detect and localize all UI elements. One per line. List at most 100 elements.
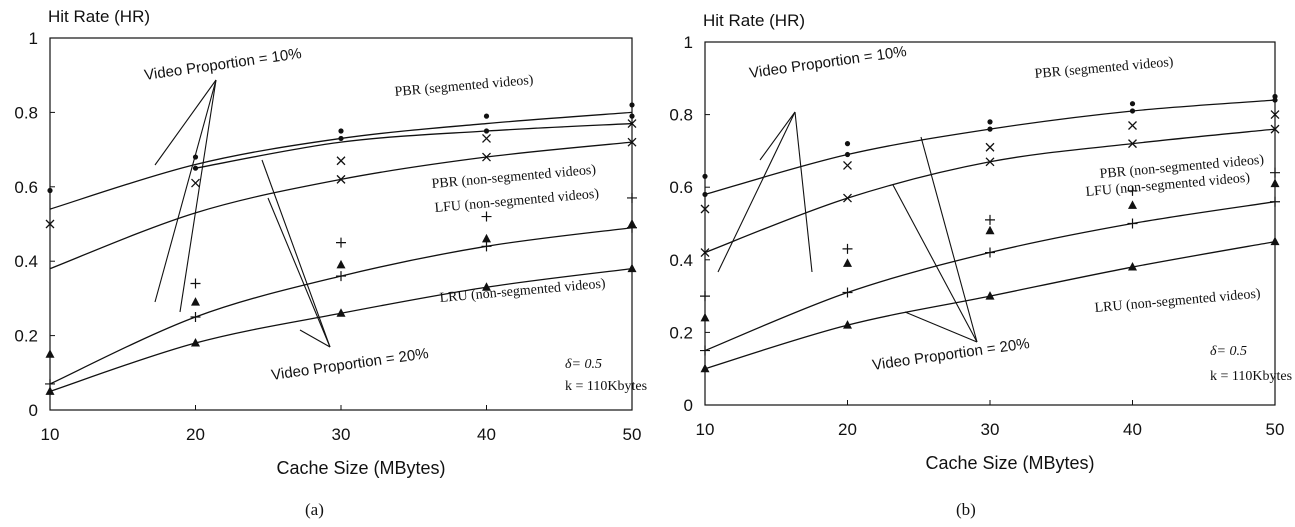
point-plus [481, 241, 492, 252]
point-plus [700, 291, 710, 302]
y-tick-label: 0.6 [669, 178, 693, 197]
point-x [1128, 139, 1137, 149]
point-dot [1272, 93, 1278, 100]
annotation-delta: δ= 0.5 [565, 357, 602, 372]
point-x [191, 178, 200, 188]
point-x [627, 119, 637, 129]
point-x [627, 137, 637, 147]
point-x [336, 156, 346, 166]
annotation-delta: δ= 0.5 [1210, 344, 1247, 359]
point-plus [627, 192, 637, 203]
point-triangle [700, 312, 710, 322]
y-axis-title: Hit Rate (HR) [703, 11, 805, 30]
point-dot [483, 113, 490, 119]
series-label: LFU (non-segmented videos) [434, 187, 600, 216]
point-x [985, 157, 995, 167]
series-label: PBR (segmented videos) [1034, 55, 1174, 82]
point-plus [190, 312, 201, 322]
point-triangle [45, 349, 55, 358]
point-plus [1270, 196, 1280, 207]
annotation-leader [920, 136, 978, 343]
x-tick-label: 50 [623, 425, 642, 444]
point-x [482, 152, 491, 162]
x-tick-label: 50 [1266, 420, 1285, 439]
point-x [700, 248, 710, 257]
x-axis-title: Cache Size (MBytes) [925, 453, 1094, 473]
annotation-leader [154, 79, 217, 166]
annotation-10pct: Video Proportion = 10% [748, 43, 907, 82]
point-x [843, 160, 852, 170]
chart-b-svg: 0 0.2 0.4 0.6 0.8 1 10 20 30 40 50 Hit Rate (HR) Cac… [669, 11, 1292, 473]
point-triangle [627, 263, 637, 273]
y-tick-label: 1 [684, 33, 693, 52]
point-x [1270, 124, 1280, 134]
point-plus [985, 247, 995, 258]
point-plus [1127, 185, 1138, 196]
point-x [1270, 110, 1280, 120]
annotation-k: k = 110Kbytes [1210, 369, 1292, 384]
caption-a: (a) [305, 500, 324, 519]
x-axis-title: Cache Size (MBytes) [276, 458, 445, 478]
x-tick-label: 30 [981, 420, 1000, 439]
point-x [843, 193, 852, 203]
point-dot [1129, 101, 1136, 107]
point-dot [338, 135, 344, 142]
series-label: PBR (segmented videos) [394, 73, 534, 100]
point-plus [842, 287, 853, 298]
figure-b: 0 0.2 0.4 0.6 0.8 1 10 20 30 40 50 Hit Rate (HR) Cac… [655, 0, 1295, 527]
point-triangle [336, 308, 346, 317]
point-triangle [45, 386, 55, 395]
y-tick-label: 0.2 [14, 327, 38, 346]
figure-a: 0 0.2 0.4 0.6 0.8 1 10 20 30 40 50 Hit Rate (HR) Cac… [0, 0, 647, 527]
point-dot [192, 165, 199, 171]
point-triangle [1270, 178, 1280, 188]
x-tick-label: 40 [477, 425, 496, 444]
point-dot [1272, 97, 1278, 103]
y-tick-label: 0.6 [14, 178, 38, 197]
point-x [482, 133, 491, 143]
point-dot [702, 173, 708, 179]
point-x [336, 174, 346, 184]
y-tick-label: 0.4 [14, 252, 38, 271]
annotation-leader [794, 111, 813, 273]
point-dot [47, 187, 53, 194]
y-tick-label: 0.2 [669, 323, 693, 342]
point-dot [987, 126, 993, 132]
annotation-20pct: Video Proportion = 20% [270, 345, 429, 384]
point-triangle [1270, 236, 1280, 246]
x-tick-label: 20 [186, 425, 205, 444]
x-tick-label: 10 [41, 425, 60, 444]
annotation-10pct: Video Proportion = 10% [143, 45, 302, 84]
point-x [1128, 121, 1137, 130]
point-triangle [1128, 200, 1137, 209]
point-dot [338, 128, 344, 134]
point-dot [629, 102, 635, 108]
annotation-k: k = 110Kbytes [565, 379, 647, 394]
point-dot [987, 119, 993, 125]
point-plus [1270, 167, 1280, 178]
y-tick-label: 0 [684, 396, 693, 415]
point-triangle [191, 338, 200, 347]
annotation-leader [299, 329, 331, 348]
series-curve [195, 122, 633, 169]
chart-a-svg: 0 0.2 0.4 0.6 0.8 1 10 20 30 40 50 Hit Rate (HR) Cac… [14, 7, 647, 478]
point-dot [844, 151, 851, 158]
annotation-leader [267, 197, 331, 348]
point-x [45, 219, 55, 229]
point-triangle [482, 282, 491, 291]
y-tick-label: 1 [29, 29, 38, 48]
x-tick-label: 10 [696, 420, 715, 439]
series-label: LRU (non-segmented videos) [439, 277, 606, 306]
point-dot [1129, 108, 1136, 114]
point-x [985, 142, 995, 152]
point-triangle [843, 258, 852, 267]
point-x [700, 204, 710, 214]
point-plus [842, 243, 853, 254]
y-tick-label: 0.8 [669, 106, 693, 125]
point-plus [985, 214, 995, 225]
point-triangle [336, 259, 346, 269]
series-label: LRU (non-segmented videos) [1094, 287, 1261, 316]
annotation-leader [892, 184, 978, 343]
y-axis-title: Hit Rate (HR) [48, 7, 150, 26]
point-triangle [843, 320, 852, 329]
